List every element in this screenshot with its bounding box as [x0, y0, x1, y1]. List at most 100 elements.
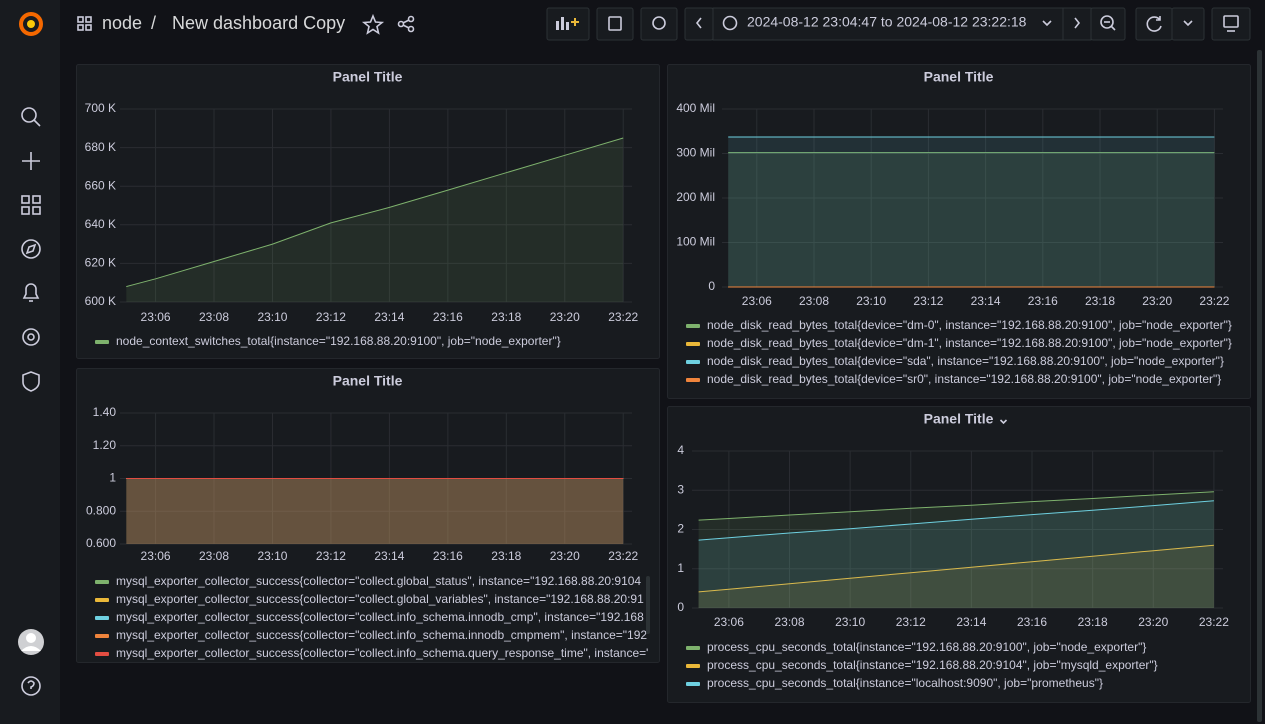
legend-swatch [686, 664, 700, 668]
dashboard-title[interactable]: New dashboard Copy [172, 13, 345, 33]
legend-label: mysql_exporter_collector_success{collect… [116, 610, 644, 624]
y-tick-label: 3 [677, 482, 684, 496]
x-tick-label: 23:16 [433, 310, 463, 324]
y-tick-label: 680 K [85, 140, 116, 154]
legend-swatch [95, 580, 109, 584]
x-tick-label: 23:18 [1085, 294, 1115, 308]
zoom-out-button[interactable] [1091, 8, 1125, 40]
legend: process_cpu_seconds_total{instance="192.… [686, 640, 1158, 690]
y-tick-label: 1 [109, 471, 116, 485]
x-tick-label: 23:06 [742, 294, 772, 308]
y-tick-label: 700 K [85, 101, 116, 115]
share-button[interactable] [399, 17, 414, 32]
y-tick-label: 0.600 [86, 536, 116, 550]
settings-button[interactable] [641, 8, 677, 40]
x-tick-label: 23:08 [199, 310, 229, 324]
y-tick-label: 620 K [85, 256, 116, 270]
y-tick-label: 2 [677, 522, 684, 536]
x-tick-label: 23:22 [608, 549, 638, 563]
x-tick-label: 23:12 [913, 294, 943, 308]
x-tick-label: 23:12 [316, 549, 346, 563]
y-tick-label: 400 Mil [676, 101, 715, 115]
x-tick-label: 23:14 [374, 310, 404, 324]
area-fill [728, 137, 1214, 287]
legend-label: node_disk_read_bytes_total{device="sr0",… [707, 372, 1221, 386]
star-button[interactable] [364, 16, 382, 33]
panel-title: Panel Title [333, 69, 403, 85]
x-tick-label: 23:10 [257, 310, 287, 324]
x-tick-label: 23:20 [550, 310, 580, 324]
panel: Panel Title0.6000.80011.201.4023:0623:08… [77, 369, 660, 663]
save-button[interactable] [597, 8, 633, 40]
legend-swatch [95, 634, 109, 638]
legend-label: node_disk_read_bytes_total{device="sda",… [707, 354, 1224, 368]
x-tick-label: 23:22 [608, 310, 638, 324]
x-tick-label: 23:12 [896, 615, 926, 629]
breadcrumb-folder[interactable]: node [102, 13, 142, 33]
legend-swatch [95, 652, 109, 656]
legend-label: process_cpu_seconds_total{instance="192.… [707, 640, 1146, 654]
legend-label: mysql_exporter_collector_success{collect… [116, 628, 650, 642]
time-range: 2024-08-12 23:04:47 to 2024-08-12 23:22:… [747, 14, 1027, 30]
y-tick-label: 660 K [85, 178, 116, 192]
legend-label: node_context_switches_total{instance="19… [116, 334, 561, 348]
x-tick-label: 23:20 [550, 549, 580, 563]
panel-title: Panel Title [924, 411, 994, 427]
x-tick-label: 23:06 [714, 615, 744, 629]
x-tick-label: 23:14 [956, 615, 986, 629]
x-tick-label: 23:06 [141, 549, 171, 563]
x-tick-label: 23:08 [199, 549, 229, 563]
legend-swatch [95, 616, 109, 620]
panel: Panel Title 600 K 620 K 640 K 660 K 680 K 700 … [77, 65, 660, 359]
legend-label: process_cpu_seconds_total{instance="192.… [707, 658, 1158, 672]
x-tick-label: 23:20 [1142, 294, 1172, 308]
legend-swatch [686, 682, 700, 686]
y-tick-label: 4 [677, 443, 684, 457]
y-tick-label: 640 K [85, 217, 116, 231]
time-forward-button[interactable] [1063, 8, 1091, 40]
legend: node_context_switches_total{instance="19… [95, 334, 561, 348]
y-tick-label: 300 Mil [676, 146, 715, 160]
x-tick-label: 23:10 [856, 294, 886, 308]
legend-label: mysql_exporter_collector_success{collect… [116, 592, 644, 606]
time-back-button[interactable] [685, 8, 713, 40]
x-tick-label: 23:18 [1078, 615, 1108, 629]
x-tick-label: 23:20 [1138, 615, 1168, 629]
view-mode-button[interactable] [1212, 8, 1250, 40]
x-tick-label: 23:16 [1028, 294, 1058, 308]
x-tick-label: 23:10 [257, 549, 287, 563]
legend-swatch [686, 378, 700, 382]
y-tick-label: 200 Mil [676, 190, 715, 204]
y-tick-label: 1.20 [93, 438, 117, 452]
y-tick-label: 600 K [85, 294, 116, 308]
x-tick-label: 23:10 [835, 615, 865, 629]
x-tick-label: 23:06 [141, 310, 171, 324]
panel-title: Panel Title [333, 373, 403, 389]
legend-label: node_disk_read_bytes_total{device="dm-0"… [707, 318, 1232, 332]
x-tick-label: 23:14 [374, 549, 404, 563]
y-tick-label: 0.800 [86, 503, 116, 517]
legend: mysql_exporter_collector_success{collect… [95, 574, 650, 660]
dashboards-grid-icon [78, 17, 91, 30]
legend-label: mysql_exporter_collector_success{collect… [116, 646, 650, 660]
panel-title: Panel Title [924, 69, 994, 85]
x-tick-label: 23:16 [433, 549, 463, 563]
breadcrumb-separator: / [151, 13, 156, 33]
legend-label: process_cpu_seconds_total{instance="loca… [707, 676, 1103, 690]
x-tick-label: 23:22 [1199, 294, 1229, 308]
y-tick-label: 0 [677, 600, 684, 614]
scrollbar[interactable] [1257, 50, 1262, 722]
x-tick-label: 23:18 [491, 549, 521, 563]
refresh-button[interactable] [1136, 8, 1172, 40]
user-avatar[interactable] [18, 629, 44, 655]
legend-label: mysql_exporter_collector_success{collect… [116, 574, 641, 588]
y-tick-label: 1 [677, 561, 684, 575]
legend-swatch [686, 646, 700, 650]
legend-swatch [686, 360, 700, 364]
panel: Panel Title0100 Mil200 Mil300 Mil400 Mil… [668, 65, 1251, 399]
x-tick-label: 23:12 [316, 310, 346, 324]
x-tick-label: 23:08 [799, 294, 829, 308]
panel: Panel Title0123423:0623:0823:1023:1223:1… [668, 407, 1251, 703]
